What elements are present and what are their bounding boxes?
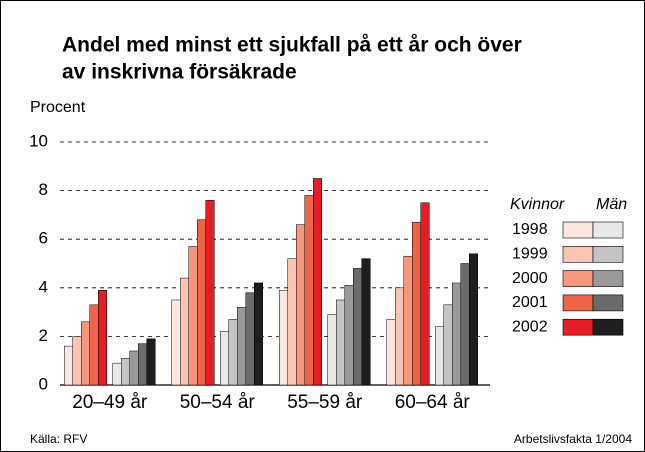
x-tick-label: 20–49 år	[72, 392, 148, 413]
bar	[197, 219, 206, 386]
bar	[89, 304, 99, 386]
bar	[228, 319, 238, 386]
legend-swatch	[592, 246, 624, 263]
legend-label: 2001	[512, 294, 548, 311]
bar	[98, 289, 107, 386]
bar	[386, 319, 396, 386]
bar	[180, 277, 189, 386]
bar	[205, 200, 215, 386]
legend-swatch	[562, 270, 594, 287]
bar	[395, 287, 404, 386]
bar	[336, 299, 345, 386]
legend-swatch	[562, 221, 594, 239]
bar	[460, 263, 470, 386]
credit: Arbetslivsfakta 1/2004	[514, 432, 632, 446]
chart-title: av inskrivna försäkrade	[62, 61, 297, 84]
bar	[353, 268, 362, 386]
legend-label: 1998	[512, 221, 548, 238]
bar	[304, 195, 314, 386]
bar	[146, 338, 156, 386]
bar	[296, 224, 305, 386]
bar	[469, 253, 478, 386]
legend-swatch	[592, 270, 624, 287]
bar	[188, 246, 198, 386]
bar	[420, 202, 430, 386]
bar	[220, 331, 229, 386]
bar	[112, 362, 122, 386]
x-tick-label: 50–54 år	[180, 392, 256, 413]
bar	[245, 292, 255, 386]
x-tick-label: 60–64 år	[395, 392, 471, 413]
chart-title: Andel med minst ett sjukfall på ett år o…	[62, 34, 522, 57]
bar	[129, 350, 139, 386]
bar	[361, 258, 371, 386]
y-tick-label: 0	[39, 374, 48, 393]
bar	[254, 282, 263, 386]
x-tick-label: 55–59 år	[287, 392, 363, 413]
y-axis-label: Procent	[30, 99, 86, 116]
bar	[412, 221, 421, 386]
bar	[121, 358, 130, 386]
bar	[81, 321, 90, 386]
bar	[171, 299, 181, 386]
bar	[443, 304, 453, 386]
legend-swatch	[562, 318, 594, 336]
y-tick-label: 2	[39, 326, 48, 345]
bar	[403, 255, 413, 386]
legend-header: Kvinnor	[510, 196, 565, 213]
bar	[279, 289, 288, 386]
legend-swatch	[592, 221, 624, 239]
y-tick-label: 10	[29, 131, 48, 150]
legend-swatch	[562, 294, 594, 312]
source: Källa: RFV	[30, 432, 87, 446]
bar	[72, 336, 82, 386]
y-tick-label: 4	[39, 277, 48, 296]
bar	[237, 306, 246, 386]
bar	[327, 314, 337, 386]
legend-label: 2002	[512, 318, 548, 335]
bar	[435, 326, 444, 386]
bar	[287, 258, 297, 386]
bar	[313, 178, 322, 386]
y-tick-label: 6	[39, 229, 48, 248]
legend-label: 1999	[512, 246, 548, 263]
legend-swatch	[562, 246, 594, 263]
bar	[138, 343, 147, 386]
bar	[344, 285, 354, 386]
y-tick-label: 8	[39, 180, 48, 199]
legend-header: Män	[596, 196, 627, 213]
legend-swatch	[592, 294, 624, 312]
legend-label: 2000	[512, 270, 548, 287]
bar	[452, 282, 461, 386]
legend-swatch	[592, 318, 624, 336]
bar	[64, 345, 73, 386]
